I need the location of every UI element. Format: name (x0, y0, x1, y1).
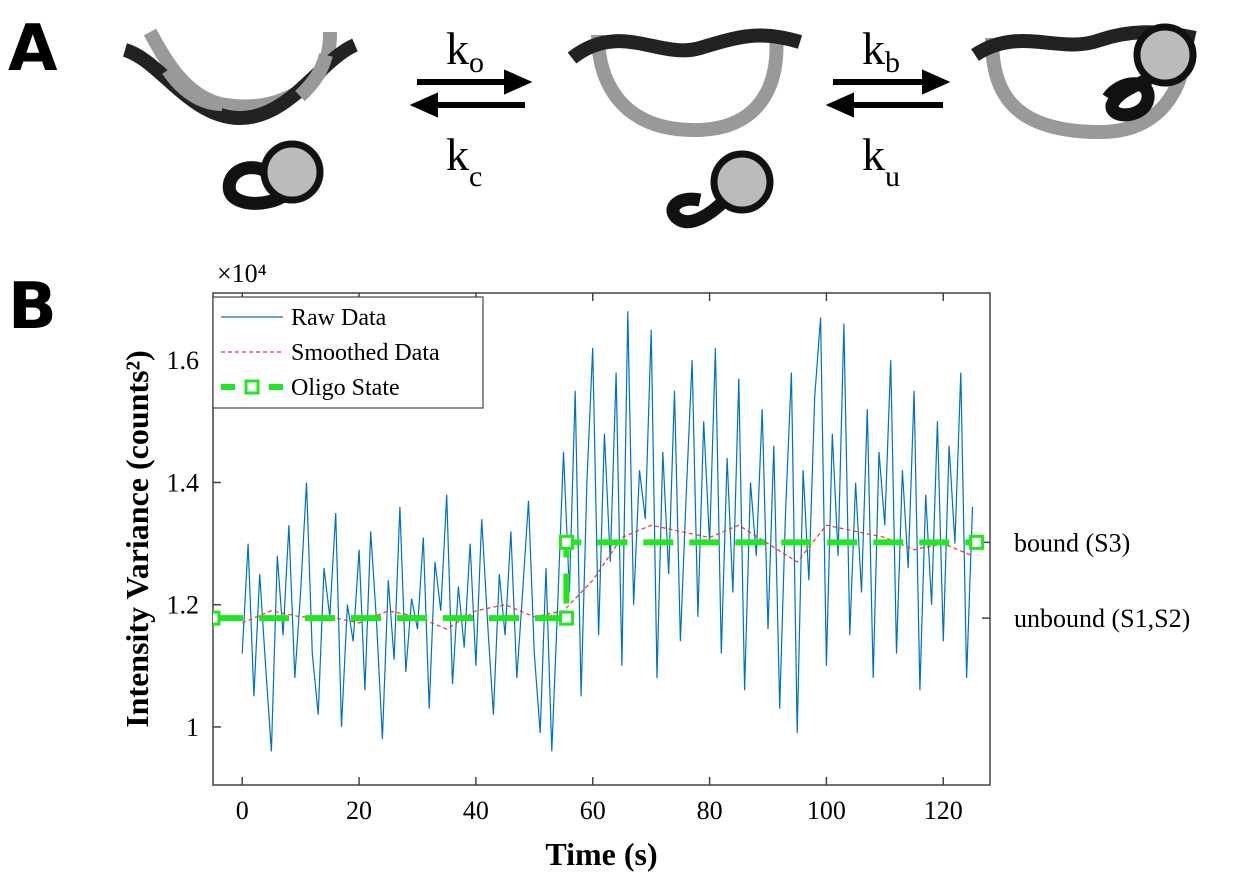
legend-label: Smoothed Data (291, 340, 440, 366)
x-tick-label: 100 (807, 796, 846, 825)
scheme-open (567, 28, 803, 229)
x-axis-title: Time (s) (545, 836, 657, 872)
series-line (213, 539, 977, 622)
series-marker (558, 534, 574, 550)
rate-constant: ku (862, 129, 900, 193)
rate-symbol: k (446, 23, 469, 74)
y-tick-label: 1.6 (167, 346, 200, 375)
y-tick-label: 1.2 (167, 591, 200, 620)
y-axis-title: Intensity Variance (counts²) (119, 350, 155, 728)
rate-subscript: b (885, 46, 900, 79)
rate-symbol: k (862, 129, 885, 180)
rate-subscript: o (469, 46, 484, 79)
x-tick-label: 40 (463, 796, 489, 825)
y-tick-label: 1 (186, 713, 199, 742)
series-line (241, 311, 974, 752)
y2-tick-label: unbound (S1,S2) (1014, 604, 1190, 633)
axes-box (212, 292, 991, 786)
x-tick-label: 20 (346, 796, 372, 825)
scheme-bound (971, 23, 1197, 140)
panel-label: B (8, 270, 57, 344)
rate-constant: kc (446, 129, 482, 193)
x-tick-label: 80 (697, 796, 723, 825)
rate-subscript: c (469, 160, 482, 193)
series-marker (558, 610, 574, 626)
legend-label: Raw Data (291, 305, 387, 331)
x-tick-label: 0 (236, 796, 249, 825)
legend-marker (244, 379, 260, 395)
y-tick-label: 1.4 (167, 468, 200, 497)
rate-constant: ko (446, 23, 484, 79)
rate-symbol: k (862, 23, 885, 74)
scheme-closed (122, 28, 359, 210)
x-tick-label: 120 (924, 796, 963, 825)
series-marker (969, 534, 985, 550)
equilibrium-arrows (409, 69, 951, 118)
y2-tick-label: bound (S3) (1014, 528, 1130, 557)
plot-area: 0 20 40 60 80 100 120 1 1.2 1.4 1.6 unbound (S1,S2)… (119, 259, 1190, 872)
y-multiplier: ×10⁴ (217, 259, 267, 288)
rate-constant: kb (862, 23, 900, 79)
series-layer (213, 311, 985, 752)
x-tick-label: 60 (580, 796, 606, 825)
panel-label: A (8, 12, 58, 86)
series-marker (213, 610, 221, 626)
rate-symbol: k (446, 129, 469, 180)
rate-subscript: u (885, 160, 900, 193)
legend-label: Oligo State (291, 375, 400, 401)
series-line (241, 524, 973, 630)
